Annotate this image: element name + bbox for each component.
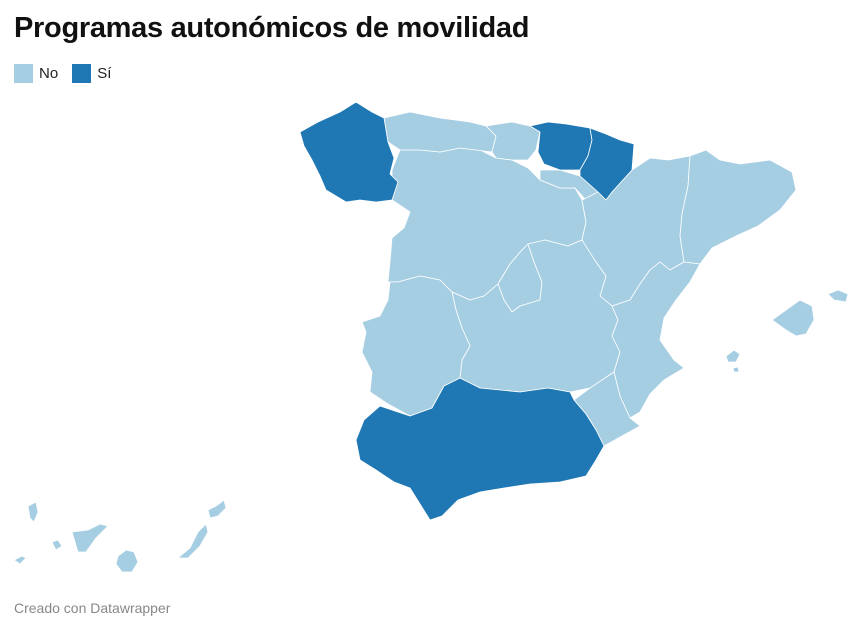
region-pais-vasco[interactable] [529, 121, 593, 171]
legend-item-si: Sí [72, 64, 111, 83]
legend-label-si: Sí [97, 65, 112, 82]
region-gran-canaria[interactable] [115, 549, 139, 573]
legend-swatch-no [14, 64, 33, 83]
region-ibiza[interactable] [725, 349, 741, 363]
region-andalucia[interactable] [355, 377, 605, 521]
region-fuerteventura[interactable] [177, 523, 209, 559]
region-asturias[interactable] [383, 111, 497, 153]
region-cataluna[interactable] [679, 149, 797, 265]
legend-item-no: No [14, 64, 58, 83]
legend-label-no: No [39, 65, 59, 82]
region-lanzarote[interactable] [207, 499, 227, 519]
chart-title: Programas autonómicos de movilidad [14, 12, 530, 44]
region-navarra[interactable] [579, 127, 635, 201]
region-menorca[interactable] [827, 289, 849, 303]
region-valencia[interactable] [611, 261, 701, 419]
credit-footer: Creado con Datawrapper [14, 600, 171, 616]
region-tenerife[interactable] [71, 523, 109, 553]
region-formentera[interactable] [732, 366, 740, 373]
region-galicia[interactable] [299, 101, 399, 203]
region-la-palma[interactable] [27, 501, 39, 523]
region-el-hierro[interactable] [13, 555, 27, 565]
region-mallorca[interactable] [771, 299, 815, 337]
region-cantabria[interactable] [485, 121, 541, 161]
legend: No Sí [14, 64, 111, 83]
region-la-gomera[interactable] [51, 539, 63, 551]
legend-swatch-si [72, 64, 92, 83]
